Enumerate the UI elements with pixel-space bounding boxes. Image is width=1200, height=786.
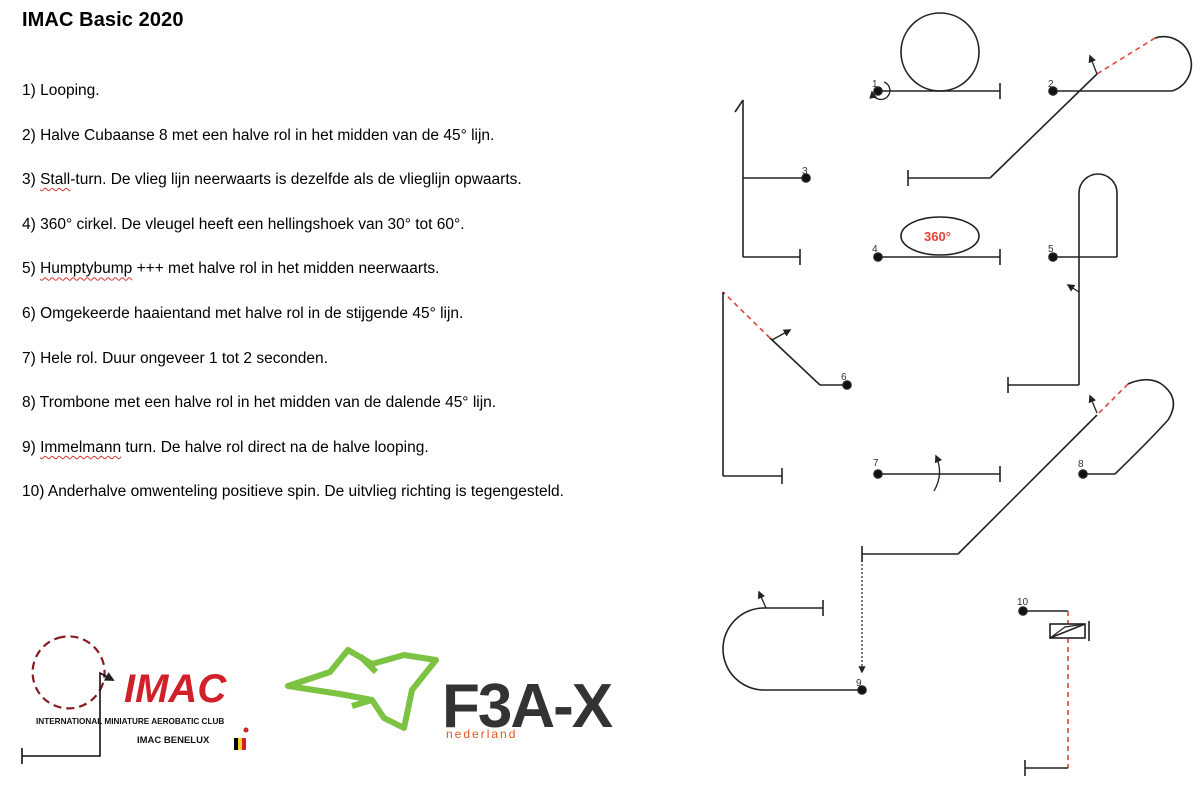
figure-1-looping: [869, 12, 1001, 101]
imac-logo-text: IMAC: [124, 667, 227, 711]
figure-8-trombone: [861, 378, 1175, 562]
figure-9-immelmann: [722, 590, 867, 695]
figure-label: 7: [873, 458, 879, 469]
list-item: 8) Trombone met een halve rol in het mid…: [22, 394, 497, 412]
figure-10-spin: [1018, 606, 1090, 776]
benelux-flag-icon: [234, 727, 249, 750]
f3a-logo-text: F3A-X: [442, 672, 613, 741]
list-item: 2) Halve Cubaanse 8 met een halve rol in…: [22, 126, 495, 144]
list-item: 10) Anderhalve omwenteling positieve spi…: [22, 483, 564, 501]
imac-region-text: IMAC BENELUX: [137, 735, 210, 746]
figure-3-stall-turn: [734, 99, 811, 265]
figure-7-full-roll: [873, 454, 1001, 492]
figure-list: 1) Looping. 2) Halve Cubaanse 8 met een …: [22, 80, 564, 526]
figure-label: 10: [1017, 597, 1029, 608]
list-item: 3) Stall-turn. De vlieg lijn neerwaarts …: [22, 171, 522, 189]
circle-label: 360°: [924, 229, 951, 244]
list-item: 5) Humptybump +++ met halve rol in het m…: [22, 260, 440, 278]
page-title: IMAC Basic 2020: [22, 9, 184, 31]
imac-club-text: INTERNATIONAL MINIATURE AEROBATIC CLUB: [36, 717, 224, 726]
figure-label: 5: [1048, 244, 1054, 255]
figure-2-half-cuban-eight: [907, 35, 1193, 186]
figure-6-shark-tooth: [722, 291, 852, 484]
figure-label: 6: [841, 372, 847, 383]
figure-label: 2: [1048, 79, 1054, 90]
figure-label: 3: [802, 166, 808, 177]
figure-label: 1: [872, 79, 878, 90]
f3a-sub-text: nederland: [446, 727, 517, 741]
list-item: 6) Omgekeerde haaientand met halve rol i…: [22, 304, 464, 322]
imac-logo: IMAC INTERNATIONAL MINIATURE AEROBATIC C…: [21, 635, 249, 764]
f3a-x-logo: F3A-X nederland: [285, 647, 615, 741]
figure-4-360-circle: [873, 216, 1001, 265]
figure-5-humpty-bump: [1007, 173, 1118, 393]
list-item: 4) 360° cirkel. De vleugel heeft een hel…: [22, 215, 465, 233]
figure-label: 4: [872, 244, 878, 255]
figure-label: 9: [856, 678, 862, 689]
figure-label: 8: [1078, 459, 1084, 470]
list-item: 9) Immelmann turn. De halve rol direct n…: [22, 438, 429, 456]
list-item: 1) Looping.: [22, 82, 100, 99]
list-item: 7) Hele rol. Duur ongeveer 1 tot 2 secon…: [22, 349, 328, 367]
airplane-icon: [285, 647, 439, 731]
